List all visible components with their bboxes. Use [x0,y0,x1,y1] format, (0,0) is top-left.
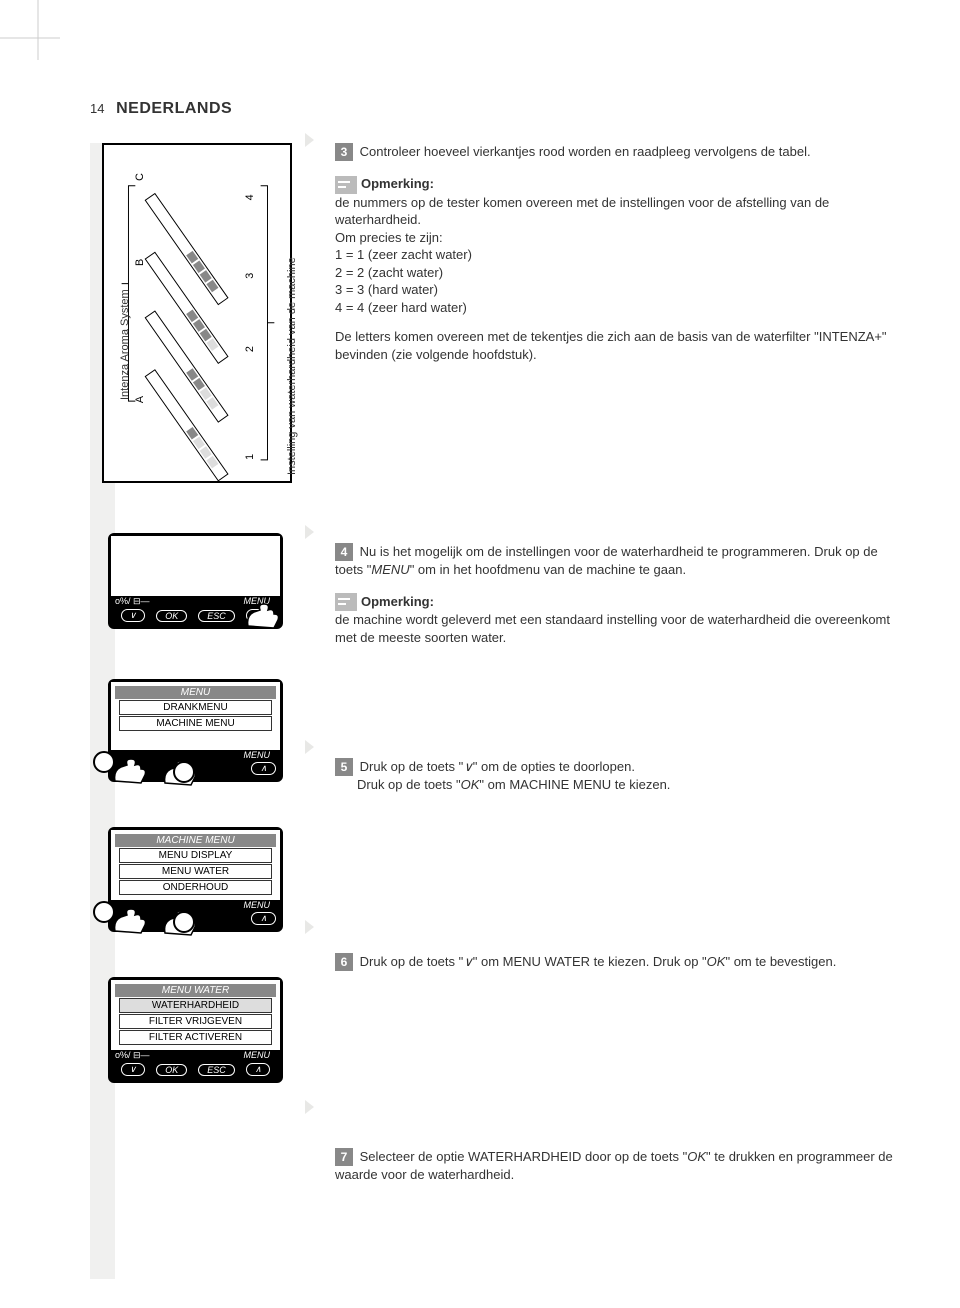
figure-test-strips: C B A 4 3 2 1 Intenza Aroma System Inste… [90,143,290,483]
step-text: Controleer hoeveel vierkantjes rood word… [360,144,811,159]
step-bubble-1: 1 [93,901,115,923]
step-bubble-1: 1 [93,751,115,773]
crop-marks [0,0,100,70]
svg-text:B: B [134,259,146,266]
step-6-section: 6 Druk op de toets "∨" om MENU WATER te … [335,953,900,1093]
figure-lcd-machine-menu: MACHINE MENU MENU DISPLAY MENU WATER OND… [90,827,290,932]
btn-esc: ESC [198,610,235,622]
svg-text:C: C [134,173,146,181]
svg-text:2: 2 [244,346,256,352]
page-number: 14 [90,101,104,116]
step-bubble-2: 2 [173,911,195,933]
step-5-section: 5 Druk op de toets "∨" om de opties te d… [335,758,900,898]
btn-ok: OK [156,610,187,622]
language-title: NEDERLANDS [116,100,232,117]
divider-icon [305,1100,314,1114]
figure-lcd-menu-water: MENU WATER WATERHARDHEID FILTER VRIJGEVE… [90,977,290,1083]
hand-pointer-icon [109,751,153,787]
step-badge: 3 [335,143,353,161]
step-bubble-2: 2 [173,761,195,783]
energica-logo: ENERGICA [119,546,272,573]
divider-icon [305,525,314,539]
figure-lcd-menu: MENU DRANKMENU MACHINE MENU MENU V OK ES… [90,679,290,782]
svg-text:3: 3 [244,273,256,279]
fig1-label-top: Intenza Aroma System [119,289,131,400]
step-4-section: 4 Nu is het mogelijk om de instellingen … [335,543,900,703]
svg-text:A: A [134,395,146,403]
hand-pointer-icon [242,596,286,632]
divider-icon [305,920,314,934]
note-icon [335,593,357,611]
figure-lcd-energica: ENERGICA ①①① o%/ ⊟—MENU ∨ OK ESC ∧ [90,533,290,629]
step-7-section: 7 Selecteer de optie WATERHARDHEID door … [335,1148,900,1184]
fig1-label-bottom: Instelling van waterhardheid van de mach… [286,257,298,475]
bean-icons: ①①① [119,573,272,586]
svg-text:1: 1 [244,454,256,460]
step-3-section: 3 Controleer hoeveel vierkantjes rood wo… [335,143,900,488]
btn-down: ∨ [121,609,146,622]
divider-icon [305,133,314,147]
hand-pointer-icon [109,901,153,937]
page-header: 14 NEDERLANDS [90,100,900,118]
divider-icon [305,740,314,754]
svg-text:4: 4 [244,194,256,200]
note-icon [335,176,357,194]
